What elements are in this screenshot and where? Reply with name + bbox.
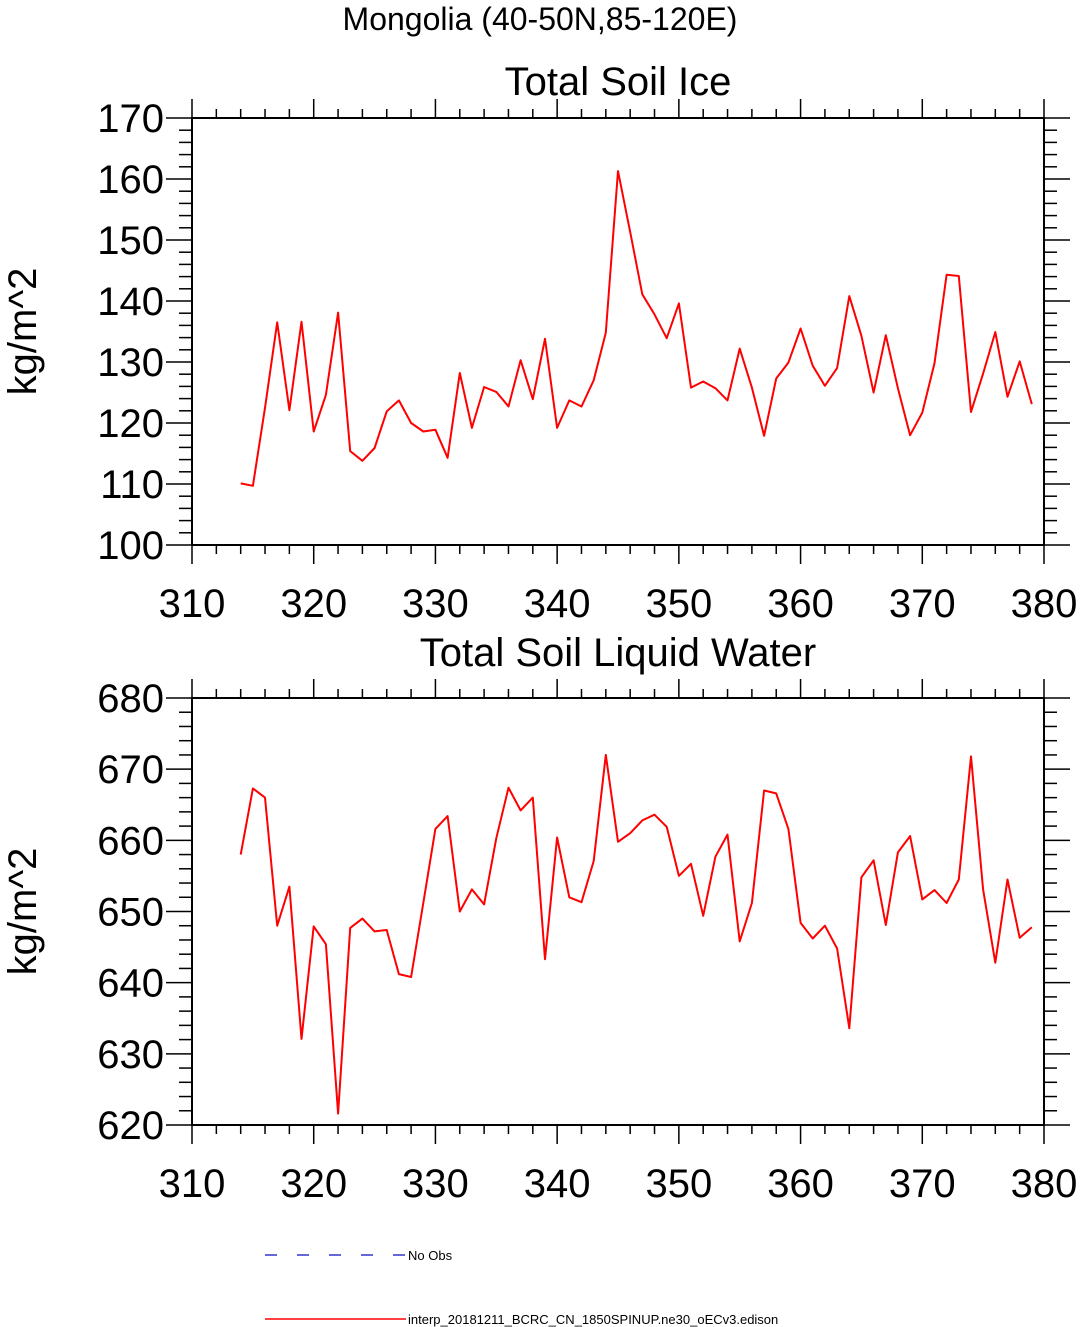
x-tick-label: 350 bbox=[645, 582, 712, 626]
y-tick-label: 160 bbox=[97, 158, 164, 202]
y-tick-label: 100 bbox=[97, 524, 164, 568]
series-line bbox=[239, 753, 1033, 1115]
y-axis-label: kg/m^2 bbox=[1, 268, 45, 396]
y-tick-label: 140 bbox=[97, 280, 164, 324]
y-tick-label: 110 bbox=[100, 463, 164, 507]
x-tick-label: 340 bbox=[524, 1162, 591, 1206]
legend: No Obs interp_20181211_BCRC_CN_1850SPINU… bbox=[265, 1248, 778, 1327]
y-tick-label: 680 bbox=[97, 677, 164, 721]
x-tick-label: 310 bbox=[159, 1162, 226, 1206]
x-tick-label: 380 bbox=[1011, 1162, 1078, 1206]
y-tick-label: 660 bbox=[97, 819, 164, 863]
x-tick-label: 380 bbox=[1011, 582, 1078, 626]
x-tick-label: 320 bbox=[280, 582, 347, 626]
x-tick-label: 320 bbox=[280, 1162, 347, 1206]
y-tick-label: 670 bbox=[97, 748, 164, 792]
x-tick-label: 310 bbox=[159, 582, 226, 626]
x-tick-label: 370 bbox=[889, 582, 956, 626]
y-tick-label: 120 bbox=[97, 402, 164, 446]
y-tick-label: 130 bbox=[97, 341, 164, 385]
y-tick-label: 640 bbox=[97, 962, 164, 1006]
y-axis-label: kg/m^2 bbox=[1, 848, 45, 976]
y-tick-label: 630 bbox=[97, 1033, 164, 1077]
y-tick-label: 170 bbox=[97, 97, 164, 141]
chart-title: Total Soil Liquid Water bbox=[420, 631, 816, 675]
plot-frame bbox=[191, 117, 1045, 546]
y-tick-label: 150 bbox=[97, 219, 164, 263]
legend-model-label: interp_20181211_BCRC_CN_1850SPINUP.ne30_… bbox=[408, 1312, 778, 1327]
x-tick-label: 350 bbox=[645, 1162, 712, 1206]
y-tick-label: 620 bbox=[97, 1104, 164, 1148]
x-tick-label: 340 bbox=[524, 582, 591, 626]
y-tick-label: 650 bbox=[97, 891, 164, 935]
x-tick-label: 360 bbox=[767, 582, 834, 626]
figure-title: Mongolia (40-50N,85-120E) bbox=[343, 1, 738, 37]
series-line bbox=[240, 170, 1033, 487]
x-tick-label: 330 bbox=[402, 582, 469, 626]
chart-panel-soil-ice: Total Soil Ice kg/m^2 310 320 330 340 350 360 37… bbox=[1, 60, 1077, 626]
x-tick-label: 370 bbox=[889, 1162, 956, 1206]
x-tick-label: 330 bbox=[402, 1162, 469, 1206]
x-tick-label: 360 bbox=[767, 1162, 834, 1206]
chart-title: Total Soil Ice bbox=[505, 60, 732, 104]
chart-panel-soil-liquid-water: Total Soil Liquid Water kg/m^2 310 320 330 34… bbox=[1, 631, 1077, 1206]
plot-frame bbox=[191, 697, 1045, 1126]
legend-obs-label: No Obs bbox=[408, 1248, 453, 1263]
